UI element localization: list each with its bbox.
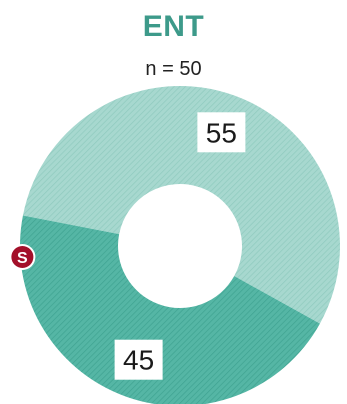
slice-label-2: 45 (123, 345, 154, 376)
chart-title: ENT (142, 10, 205, 43)
slice-label-background (114, 339, 163, 380)
slice-label-group-1: 55 (197, 112, 246, 153)
slice-label-group-2: 45 (114, 339, 163, 380)
donut-slice-1 (22, 86, 341, 324)
chart-subtitle: n = 50 (145, 58, 202, 80)
slice-label-background (197, 112, 246, 153)
marker-disc (11, 246, 34, 269)
slice-label-1: 55 (206, 117, 237, 148)
significance-marker: S (9, 244, 36, 271)
donut-slice-2 (20, 215, 320, 404)
marker-letter: S (17, 250, 28, 267)
